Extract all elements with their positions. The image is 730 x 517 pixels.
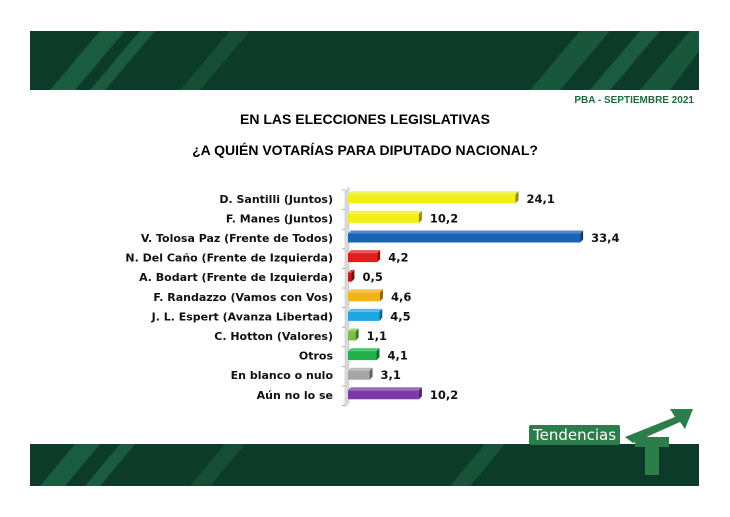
value-label: 10,2 (430, 211, 458, 225)
bar (348, 191, 519, 204)
bar (348, 348, 380, 361)
bar (348, 328, 359, 341)
bar (348, 367, 373, 380)
value-label: 1,1 (367, 329, 387, 343)
survey-date: PBA - SEPTIEMBRE 2021 (574, 95, 694, 106)
tendencias-logo: Tendencias (525, 407, 695, 477)
value-label: 10,2 (430, 388, 458, 402)
top-banner (30, 31, 699, 90)
category-label: F. Manes (Juntos) (226, 212, 333, 225)
category-label: D. Santilli (Juntos) (219, 193, 333, 206)
value-label: 33,4 (591, 231, 619, 245)
category-label: N. Del Caño (Frente de Izquierda) (125, 252, 333, 265)
category-label: F. Randazzo (Vamos con Vos) (153, 291, 333, 304)
category-label: A. Bodart (Frente de Izquierda) (139, 271, 333, 284)
value-label: 4,5 (390, 309, 410, 323)
value-label: 4,1 (387, 349, 407, 363)
category-label: C. Hotton (Valores) (214, 330, 333, 343)
category-label: V. Tolosa Paz (Frente de Todos) (141, 232, 333, 245)
value-label: 0,5 (362, 270, 382, 284)
bar (348, 269, 355, 282)
bar (348, 387, 422, 400)
brand-name: Tendencias (529, 425, 621, 445)
value-label: 4,6 (391, 290, 411, 304)
bar (348, 230, 584, 243)
category-label: Otros (299, 350, 334, 363)
chart-title-line1: EN LAS ELECCIONES LEGISLATIVAS (240, 111, 490, 127)
chart-axis (342, 186, 350, 408)
category-label: J. L. Espert (Avanza Libertad) (151, 310, 333, 323)
bar (348, 308, 383, 321)
category-label: Aún no lo se (257, 389, 333, 402)
value-label: 4,2 (388, 251, 408, 265)
value-label: 3,1 (381, 368, 401, 382)
bar (348, 210, 422, 223)
banner-stripes-bottom (40, 444, 505, 486)
banner-stripes (50, 31, 699, 90)
value-label: 24,1 (526, 192, 554, 206)
category-label: En blanco o nulo (231, 369, 334, 382)
bar (348, 289, 383, 302)
bottom-banner (30, 444, 699, 486)
bar (348, 250, 381, 263)
chart-title-line2: ¿A QUIÉN VOTARÍAS PARA DIPUTADO NACIONAL… (192, 142, 538, 158)
logo-arrow-icon (625, 409, 693, 475)
bar-chart: D. Santilli (Juntos) F. Manes (Juntos) V. … (125, 186, 620, 408)
